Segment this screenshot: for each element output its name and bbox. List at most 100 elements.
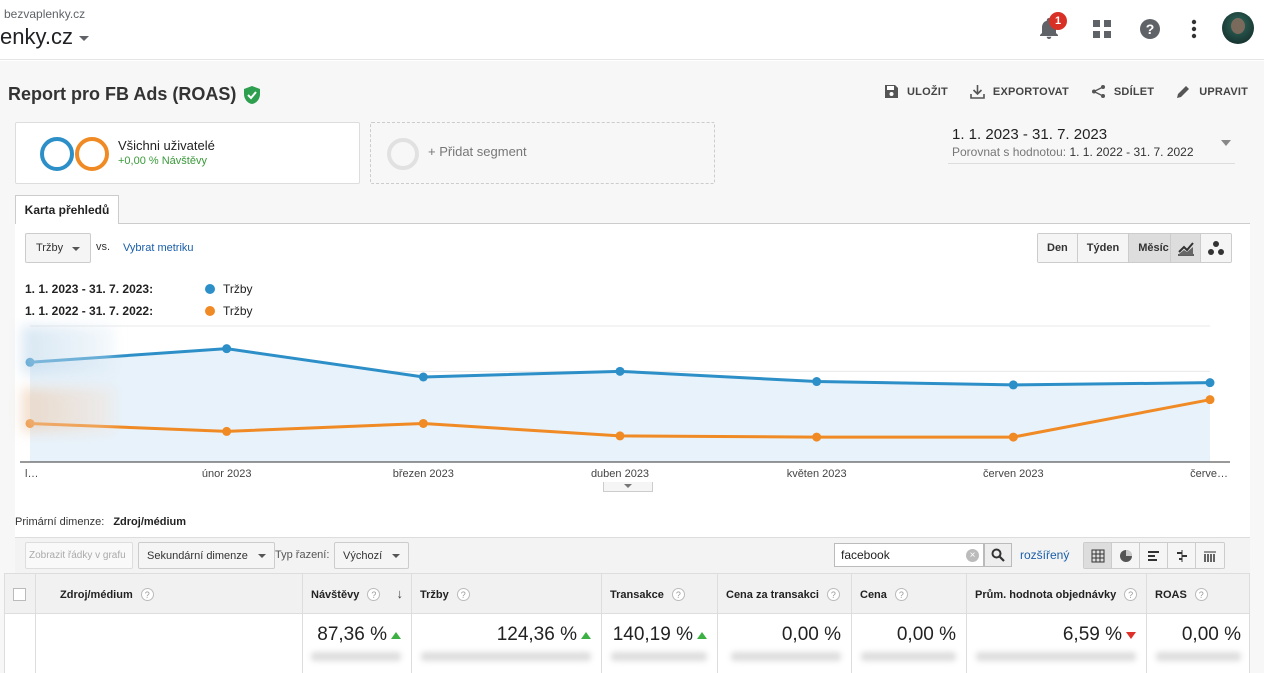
header-roas[interactable]: ROAS? [1146, 574, 1249, 615]
expand-chart-toggle[interactable] [603, 482, 653, 492]
segment-name: Všichni uživatelé [118, 138, 215, 153]
user-avatar[interactable] [1222, 12, 1254, 44]
legend-series: Tržby [223, 304, 253, 318]
secondary-dimension-dropdown[interactable]: Sekundární dimenze [138, 542, 275, 569]
header-cost[interactable]: Cena? [851, 574, 966, 615]
chevron-down-icon [257, 553, 266, 558]
plot-rows-button[interactable]: Zobrazit řádky v grafu [25, 542, 133, 569]
x-tick-label: květen 2023 [787, 468, 847, 480]
segment-orange-ring-icon [75, 137, 109, 171]
download-icon [970, 85, 985, 99]
motion-chart-button[interactable] [1201, 234, 1231, 262]
header-transactions[interactable]: Transakce? [601, 574, 717, 615]
total-cell-cost-per-transaction: 0,00 % [717, 614, 851, 673]
trend-up-icon [391, 631, 401, 639]
series-point-1 [222, 426, 232, 436]
series-point-0 [812, 377, 822, 387]
export-button[interactable]: EXPORTOVAT [970, 84, 1069, 99]
save-button[interactable]: ULOŽIT [884, 84, 948, 99]
blurred-value [611, 652, 707, 661]
bar-chart-icon [1147, 550, 1159, 561]
blurred-value [421, 652, 591, 661]
view-pivot-button[interactable] [1196, 543, 1224, 568]
edit-label: UPRAVIT [1199, 85, 1249, 98]
granularity-day[interactable]: Den [1038, 234, 1078, 262]
legend-period: 1. 1. 2023 - 31. 7. 2023: [25, 282, 154, 296]
comparison-icon [1176, 549, 1187, 562]
help-icon[interactable]: ? [140, 588, 154, 601]
share-icon [1091, 85, 1105, 98]
help-icon[interactable]: ? [671, 588, 685, 601]
header-source-medium[interactable]: Zdroj/médium? [35, 574, 302, 615]
segment-change: +0,00 % Návštěvy [118, 155, 207, 167]
metric-selector[interactable]: Tržby [25, 233, 91, 263]
clear-search-icon[interactable]: × [966, 549, 979, 562]
granularity-month[interactable]: Měsíc [1129, 234, 1178, 262]
account-domain-small: bezvaplenky.cz [4, 7, 86, 21]
help-icon[interactable]: ? [456, 588, 470, 601]
header-cost-per-transaction[interactable]: Cena za transakci? [717, 574, 851, 615]
series-point-1 [812, 432, 822, 442]
pick-metric-link[interactable]: Vybrat metriku [123, 242, 194, 254]
series-point-0 [1008, 380, 1018, 390]
more-vert-icon[interactable] [1179, 14, 1209, 44]
verified-shield-icon [244, 85, 261, 104]
grid-table-icon [1091, 549, 1104, 562]
add-segment-button[interactable]: + Přidat segment [370, 122, 715, 184]
sort-type-dropdown[interactable]: Výchozí [334, 542, 410, 569]
line-chart-button[interactable] [1171, 234, 1201, 262]
line-chart-icon [1177, 242, 1194, 256]
edit-button[interactable]: UPRAVIT [1176, 84, 1248, 99]
legend-period: 1. 1. 2022 - 31. 7. 2022: [25, 304, 154, 318]
view-bar-button[interactable] [1140, 543, 1168, 568]
sort-type-label: Typ řazení: [275, 549, 330, 561]
view-pie-button[interactable] [1112, 543, 1140, 568]
share-button[interactable]: SDÍLET [1091, 84, 1154, 99]
help-icon[interactable]: ? [1194, 588, 1208, 601]
account-domain-big: enky.cz [0, 24, 73, 49]
header-revenue[interactable]: Tržby? [411, 574, 601, 615]
total-cell-source [35, 614, 302, 673]
sort-type-value: Výchozí [343, 549, 383, 562]
view-table-button[interactable] [1084, 543, 1112, 568]
advanced-filter-link[interactable]: rozšířený [1020, 548, 1070, 562]
help-icon[interactable]: ? [1135, 14, 1165, 44]
account-selector[interactable]: enky.cz [0, 24, 89, 50]
help-icon[interactable]: ? [826, 588, 840, 601]
blurred-value [311, 652, 401, 661]
legend-series: Tržby [223, 282, 253, 296]
granularity-week[interactable]: Týden [1077, 234, 1130, 262]
pivot-icon [1204, 551, 1216, 562]
series-point-0 [615, 366, 625, 376]
primary-dimension: Primární dimenze: Zdroj/médium [15, 516, 186, 528]
series-point-0 [1205, 378, 1215, 388]
x-tick-label: červen 2023 [983, 468, 1044, 480]
date-range-picker[interactable]: 1. 1. 2023 - 31. 7. 2023 Porovnat s hodn… [948, 124, 1235, 164]
series-point-0 [222, 344, 232, 354]
search-button[interactable] [984, 543, 1012, 567]
x-tick-label: červe… [1190, 468, 1228, 480]
empty-segment-ring-icon [387, 138, 419, 170]
select-all-checkbox[interactable] [13, 588, 26, 601]
total-cell-revenue: 124,36 % [411, 614, 601, 673]
view-comparison-button[interactable] [1168, 543, 1196, 568]
chart-type-switch [1170, 233, 1232, 263]
table-totals-row: 87,36 % 124,36 % 140,19 % 0,00 % 0,00 % … [4, 614, 1250, 673]
apps-grid-icon[interactable] [1087, 14, 1117, 44]
tab-overview[interactable]: Karta přehledů [15, 195, 119, 224]
help-icon[interactable]: ? [1124, 588, 1138, 601]
vs-label: vs. [96, 241, 111, 253]
header-sessions[interactable]: Návštěvy? ↓ [302, 574, 411, 615]
table-search-input[interactable] [834, 543, 984, 567]
report-title: Report pro FB Ads (ROAS) [8, 84, 261, 105]
metric-selected: Tržby [36, 242, 64, 254]
legend-current: 1. 1. 2023 - 31. 7. 2023: Tržby [25, 282, 253, 296]
help-icon[interactable]: ? [367, 588, 381, 601]
segment-all-users[interactable]: Všichni uživatelé +0,00 % Návštěvy [15, 122, 360, 184]
help-icon[interactable]: ? [894, 588, 908, 601]
revenue-line-chart[interactable]: l… únor 2023 březen 2023 duben 2023 květen 2… [20, 318, 1240, 490]
total-cell-transactions: 140,19 % [601, 614, 717, 673]
primary-dimension-value[interactable]: Zdroj/médium [113, 516, 187, 528]
series-point-1 [1205, 395, 1215, 405]
header-avg-order-value[interactable]: Prům. hodnota objednávky? [966, 574, 1146, 615]
